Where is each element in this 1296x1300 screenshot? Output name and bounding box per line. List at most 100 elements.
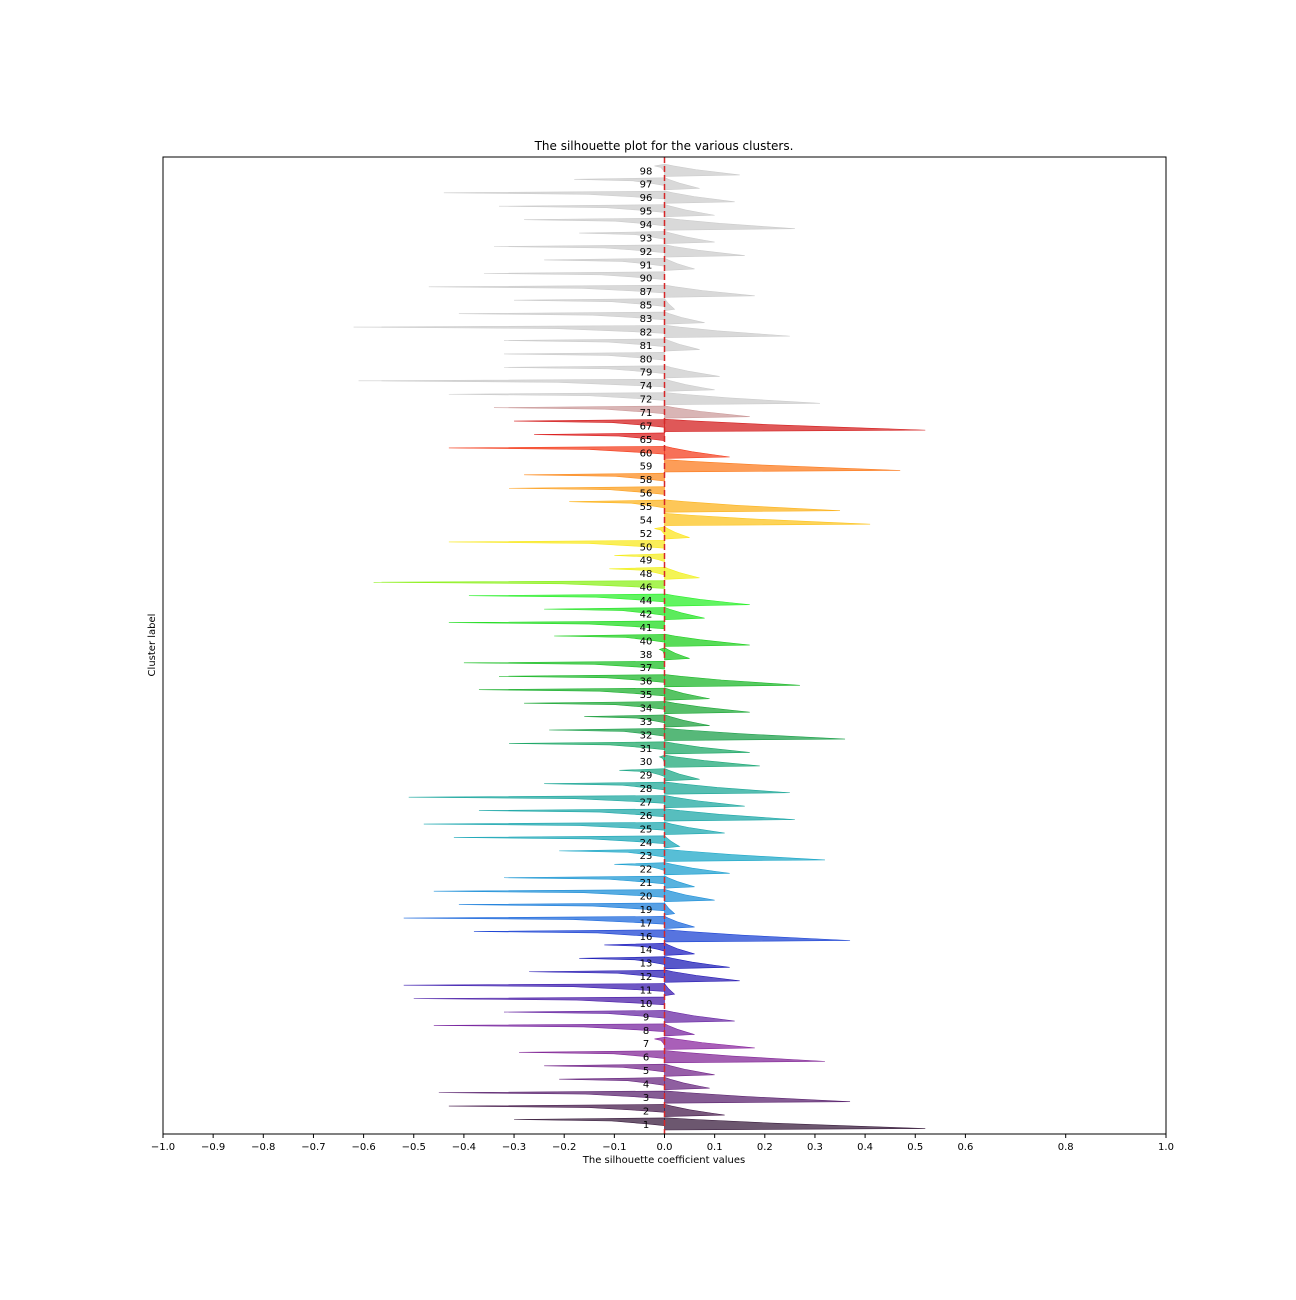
- cluster-34-positive-region: [664, 700, 750, 714]
- cluster-label-19: 19: [640, 905, 653, 916]
- cluster-97-silhouette: 97: [574, 177, 700, 191]
- cluster-11-positive-region: [664, 982, 676, 997]
- cluster-42-negative-region: [544, 607, 665, 616]
- cluster-24-positive-region: [664, 834, 681, 849]
- cluster-6-positive-region: [664, 1050, 825, 1064]
- cluster-87-silhouette: 87: [428, 284, 755, 298]
- cluster-label-96: 96: [640, 193, 653, 204]
- cluster-label-17: 17: [640, 918, 653, 929]
- cluster-10-negative-region: [413, 996, 665, 1006]
- cluster-14-silhouette: 14: [604, 942, 695, 956]
- cluster-label-11: 11: [640, 986, 653, 997]
- cluster-60-positive-region: [664, 445, 730, 459]
- cluster-92-positive-region: [664, 244, 745, 258]
- x-tick-label: 0.6: [957, 1142, 973, 1153]
- x-tick-label: 0.2: [757, 1142, 773, 1153]
- cluster-label-81: 81: [640, 341, 653, 352]
- cluster-94-silhouette: 94: [524, 217, 795, 231]
- cluster-40-positive-region: [664, 633, 750, 647]
- cluster-98-negative-region: [654, 163, 665, 174]
- cluster-33-silhouette: 33: [584, 714, 710, 728]
- cluster-52-negative-region: [654, 526, 665, 536]
- cluster-7-negative-region: [654, 1036, 665, 1047]
- cluster-10-silhouette: 10: [413, 996, 665, 1010]
- cluster-33-negative-region: [584, 714, 665, 724]
- cluster-81-silhouette: 81: [504, 338, 700, 352]
- x-tick-label: −0.4: [452, 1142, 476, 1153]
- cluster-31-positive-region: [664, 741, 750, 755]
- cluster-20-silhouette: 20: [433, 888, 715, 903]
- cluster-59-positive-region: [664, 459, 901, 473]
- cluster-label-95: 95: [640, 207, 653, 218]
- cluster-19-negative-region: [458, 902, 665, 912]
- cluster-71-positive-region: [664, 405, 750, 419]
- cluster-91-negative-region: [544, 258, 665, 267]
- cluster-label-26: 26: [640, 811, 653, 822]
- cluster-label-90: 90: [640, 274, 653, 285]
- plot-area: 1234567891011121314161719202122232425262…: [162, 156, 1167, 1135]
- cluster-46-negative-region: [373, 580, 665, 589]
- cluster-7-silhouette: 7: [643, 1036, 755, 1050]
- cluster-13-positive-region: [664, 956, 730, 970]
- cluster-30-negative-region: [658, 754, 665, 764]
- cluster-8-positive-region: [664, 1023, 695, 1037]
- cluster-28-positive-region: [664, 781, 790, 795]
- cluster-label-52: 52: [640, 529, 653, 540]
- cluster-label-54: 54: [640, 515, 653, 526]
- cluster-37-negative-region: [463, 660, 665, 670]
- cluster-label-80: 80: [640, 354, 653, 365]
- cluster-5-positive-region: [664, 1063, 715, 1077]
- cluster-52-silhouette: 52: [640, 526, 690, 540]
- cluster-label-9: 9: [643, 1012, 649, 1023]
- cluster-54-positive-region: [664, 512, 871, 526]
- cluster-3-silhouette: 3: [438, 1090, 851, 1104]
- cluster-44-positive-region: [664, 593, 750, 607]
- cluster-79-silhouette: 79: [504, 365, 720, 379]
- cluster-90-negative-region: [483, 271, 665, 280]
- x-tick-label: 0.4: [857, 1142, 873, 1153]
- cluster-label-91: 91: [640, 260, 653, 271]
- cluster-label-83: 83: [640, 314, 653, 325]
- cluster-label-13: 13: [640, 959, 653, 970]
- cluster-34-silhouette: 34: [524, 700, 750, 714]
- cluster-94-positive-region: [664, 217, 795, 231]
- x-tick-label: −0.8: [251, 1142, 275, 1153]
- chart-title: The silhouette plot for the various clus…: [534, 139, 794, 153]
- cluster-label-32: 32: [640, 730, 653, 741]
- cluster-60-negative-region: [448, 446, 665, 455]
- cluster-36-silhouette: 36: [499, 674, 800, 688]
- cluster-44-silhouette: 44: [468, 593, 750, 607]
- cluster-59-silhouette: 59: [640, 459, 901, 473]
- cluster-36-positive-region: [664, 674, 800, 688]
- x-tick-label: −0.9: [201, 1142, 225, 1153]
- cluster-35-silhouette: 35: [478, 687, 710, 701]
- cluster-label-85: 85: [640, 301, 653, 312]
- cluster-9-positive-region: [664, 1009, 735, 1023]
- cluster-label-23: 23: [640, 851, 653, 862]
- cluster-2-negative-region: [448, 1104, 665, 1113]
- cluster-83-silhouette: 83: [458, 311, 705, 325]
- x-tick-label: −0.2: [552, 1142, 576, 1153]
- cluster-30-silhouette: 30: [640, 754, 760, 768]
- cluster-label-20: 20: [640, 892, 653, 903]
- cluster-label-1: 1: [643, 1120, 649, 1131]
- cluster-58-silhouette: 58: [524, 472, 665, 486]
- cluster-90-silhouette: 90: [483, 271, 665, 285]
- cluster-33-positive-region: [664, 714, 710, 728]
- cluster-label-49: 49: [640, 556, 653, 567]
- x-tick-label: −0.1: [602, 1142, 626, 1153]
- cluster-58-negative-region: [524, 472, 665, 482]
- cluster-label-16: 16: [640, 932, 653, 943]
- cluster-30-positive-region: [664, 754, 760, 768]
- cluster-27-positive-region: [664, 794, 745, 808]
- cluster-label-35: 35: [640, 690, 653, 701]
- cluster-81-positive-region: [664, 338, 700, 352]
- cluster-label-2: 2: [643, 1106, 649, 1117]
- cluster-79-positive-region: [664, 365, 720, 379]
- cluster-3-positive-region: [664, 1090, 851, 1104]
- cluster-label-6: 6: [643, 1053, 649, 1064]
- cluster-28-silhouette: 28: [544, 781, 790, 795]
- cluster-81-negative-region: [504, 338, 665, 348]
